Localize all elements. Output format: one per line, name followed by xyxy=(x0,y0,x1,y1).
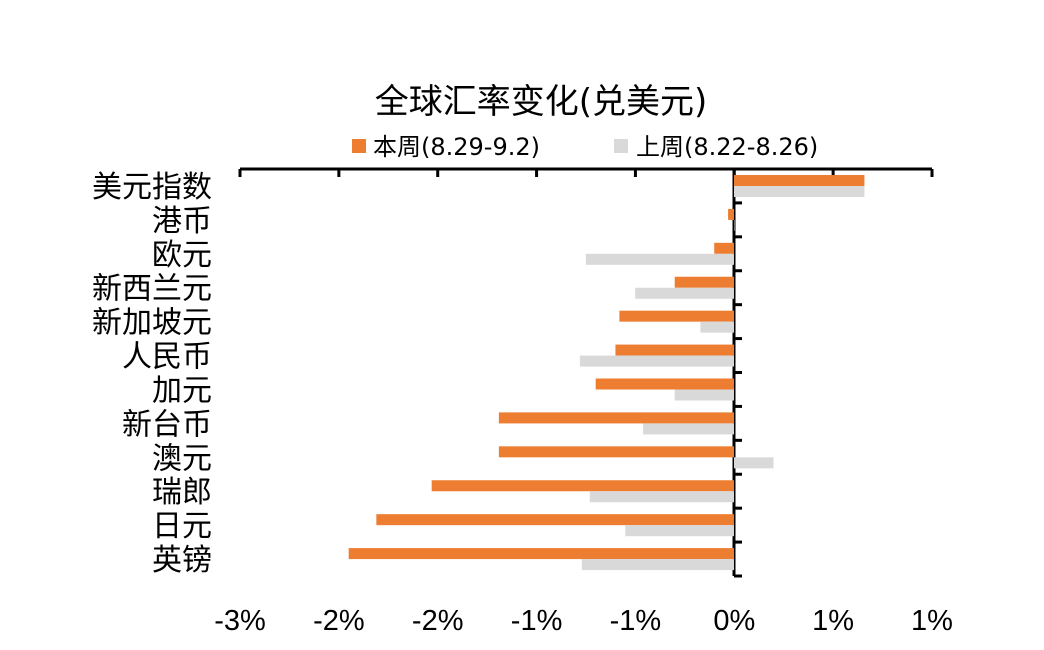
category-label: 澳元 xyxy=(152,441,212,476)
x-tick-label: -3% xyxy=(214,605,266,637)
bar-this-week xyxy=(348,548,734,560)
bar-last-week xyxy=(635,287,734,299)
bar-last-week xyxy=(674,389,734,401)
category-label: 美元指数 xyxy=(92,170,212,205)
bar-this-week xyxy=(431,480,734,492)
category-label: 英镑 xyxy=(152,543,212,578)
category-label: 港币 xyxy=(152,204,212,239)
legend-label-last-week: 上周(8.22-8.26) xyxy=(636,133,818,161)
x-tick-label: -2% xyxy=(313,605,365,637)
bar-this-week xyxy=(615,344,734,356)
x-tick-label: 1% xyxy=(812,605,854,637)
bar-this-week xyxy=(498,412,734,424)
x-tick-label: 1% xyxy=(911,605,953,637)
category-label: 新西兰元 xyxy=(92,272,212,307)
category-label: 欧元 xyxy=(152,238,212,273)
bar-last-week xyxy=(625,525,734,537)
legend-swatch-last-week xyxy=(614,139,628,153)
x-tick-label: -1% xyxy=(511,605,563,637)
category-label: 人民币 xyxy=(122,340,212,375)
chart-title: 全球汇率变化(兑美元) xyxy=(375,82,708,122)
category-label: 新加坡元 xyxy=(92,306,212,341)
bar-this-week xyxy=(619,310,734,322)
legend-swatch-this-week xyxy=(352,139,366,153)
bar-last-week xyxy=(734,186,865,197)
category-label: 瑞郎 xyxy=(152,475,212,510)
bar-last-week xyxy=(643,423,734,435)
bar-last-week xyxy=(585,253,734,265)
bar-this-week xyxy=(376,514,734,526)
legend-label-this-week: 本周(8.29-9.2) xyxy=(373,133,540,161)
bar-last-week xyxy=(700,321,734,333)
bar-last-week xyxy=(579,355,734,367)
bar-last-week xyxy=(734,457,774,469)
bar-this-week xyxy=(734,175,865,186)
bar-this-week xyxy=(595,378,734,390)
bar-this-week xyxy=(498,446,734,458)
category-label: 日元 xyxy=(152,509,212,544)
legend: 本周(8.29-9.2) 上周(8.22-8.26) xyxy=(352,133,818,161)
bar-this-week xyxy=(728,208,734,220)
category-label: 加元 xyxy=(152,373,212,408)
bar-this-week xyxy=(714,242,734,254)
x-tick-label: -2% xyxy=(412,605,464,637)
bar-last-week xyxy=(734,219,735,231)
x-tick-label: 0% xyxy=(713,605,755,637)
bar-last-week xyxy=(581,559,734,571)
bar-this-week xyxy=(674,276,734,288)
bar-last-week xyxy=(589,491,734,503)
category-label: 新台币 xyxy=(122,407,212,442)
x-tick-label: -1% xyxy=(610,605,662,637)
